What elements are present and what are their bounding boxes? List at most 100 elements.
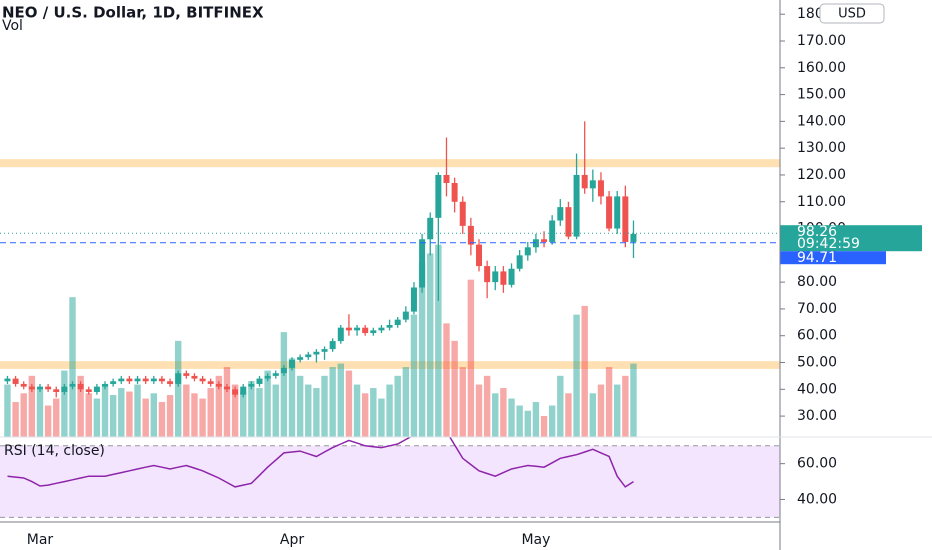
y-tick-label: 120.00: [797, 167, 846, 183]
rsi-band: [0, 445, 780, 518]
candle-body: [419, 239, 426, 288]
volume-bar: [77, 375, 84, 437]
candle-body: [565, 207, 572, 237]
volume-bar: [174, 340, 182, 437]
candle-body: [4, 378, 11, 382]
volume-bar: [548, 405, 556, 437]
candle-body: [102, 383, 109, 387]
volume-bar: [191, 393, 198, 437]
volume-bar: [386, 384, 393, 437]
volume-bar: [44, 405, 52, 437]
volume-bar: [142, 398, 149, 437]
volume-bar: [118, 388, 125, 437]
volume-bar: [565, 393, 572, 437]
volume-bar: [158, 402, 166, 437]
volume-bar: [240, 391, 247, 437]
volume-bar: [166, 395, 174, 437]
candle-body: [362, 327, 369, 334]
candle-body: [110, 381, 117, 384]
volume-bar: [378, 398, 385, 437]
volume-bar: [199, 398, 206, 437]
volume-bar: [337, 363, 344, 437]
candle-body: [410, 287, 417, 312]
volume-bar: [435, 244, 442, 437]
candle-body: [443, 174, 450, 183]
x-tick-label: Apr: [280, 532, 304, 548]
volume-bar: [353, 384, 361, 437]
candle-body: [28, 386, 35, 390]
volume-bar: [207, 388, 214, 437]
candle-body: [321, 349, 328, 352]
candle-body: [256, 378, 263, 384]
volume-bar: [532, 402, 540, 437]
zone: [0, 361, 780, 369]
x-tick-label: Mar: [27, 532, 54, 548]
y-tick-label: 60.00: [797, 328, 837, 344]
zone: [0, 159, 780, 168]
candle-body: [167, 381, 174, 384]
candle-body: [354, 327, 361, 331]
y-tick-label: 160.00: [797, 60, 846, 76]
candle-body: [451, 182, 458, 202]
volume-bar: [492, 393, 499, 437]
y-tick-label: 130.00: [797, 140, 846, 156]
volume-bar: [101, 384, 109, 437]
candle-body: [597, 180, 604, 197]
rsi-line: [7, 437, 634, 488]
candle-body: [573, 174, 580, 237]
volume-bar: [418, 262, 426, 437]
candle-body: [459, 201, 466, 226]
volume-bar: [20, 393, 27, 437]
last-price-label: 98.26: [797, 224, 837, 240]
volume-bar: [402, 367, 410, 437]
volume-bar: [69, 297, 76, 437]
volume-bar: [256, 388, 263, 437]
volume-bar: [459, 367, 466, 437]
volume-bar: [296, 375, 304, 437]
volume-bar: [361, 393, 369, 437]
volume-bar: [329, 367, 336, 437]
candle-body: [394, 319, 401, 326]
volume-bar: [410, 314, 418, 437]
last-price-box: [780, 225, 922, 252]
candle-body: [508, 268, 515, 285]
volume-bar: [231, 384, 239, 437]
candle-body: [516, 255, 523, 269]
rsi-tick-label: 40.00: [797, 491, 837, 507]
candle-body: [183, 373, 190, 376]
y-tick-label: 140.00: [797, 113, 846, 129]
currency[interactable]: USD: [838, 7, 866, 22]
y-tick-label: 150.00: [797, 87, 846, 103]
volume-bar: [183, 384, 190, 437]
candle-body: [630, 233, 637, 242]
price-pane: [0, 121, 780, 437]
candle-body: [305, 354, 312, 358]
volume-bar: [288, 358, 296, 437]
rsi-pane: [0, 437, 780, 518]
candle-body: [158, 378, 165, 382]
currency-button[interactable]: [819, 3, 885, 24]
volume-bar: [280, 332, 288, 437]
candle-body: [36, 386, 43, 390]
volume-bar: [589, 393, 597, 437]
candle-body: [142, 378, 149, 382]
volume-bar: [508, 398, 515, 437]
volume-bar: [4, 384, 11, 437]
candle-body: [272, 373, 279, 376]
volume-bar: [524, 410, 531, 437]
candle-body: [61, 386, 68, 392]
volume-bar: [597, 384, 605, 437]
volume-bar: [12, 402, 19, 437]
candle-body: [20, 383, 27, 387]
volume-bar: [483, 375, 491, 437]
candle-body: [532, 239, 539, 248]
volume-bar: [305, 384, 312, 437]
candle-body: [134, 378, 141, 382]
candle-body: [370, 330, 377, 334]
candle-body: [248, 383, 255, 387]
candle-body: [313, 351, 320, 355]
candle-body: [297, 357, 304, 360]
volume-bar: [313, 388, 320, 437]
candle-body: [378, 327, 385, 331]
